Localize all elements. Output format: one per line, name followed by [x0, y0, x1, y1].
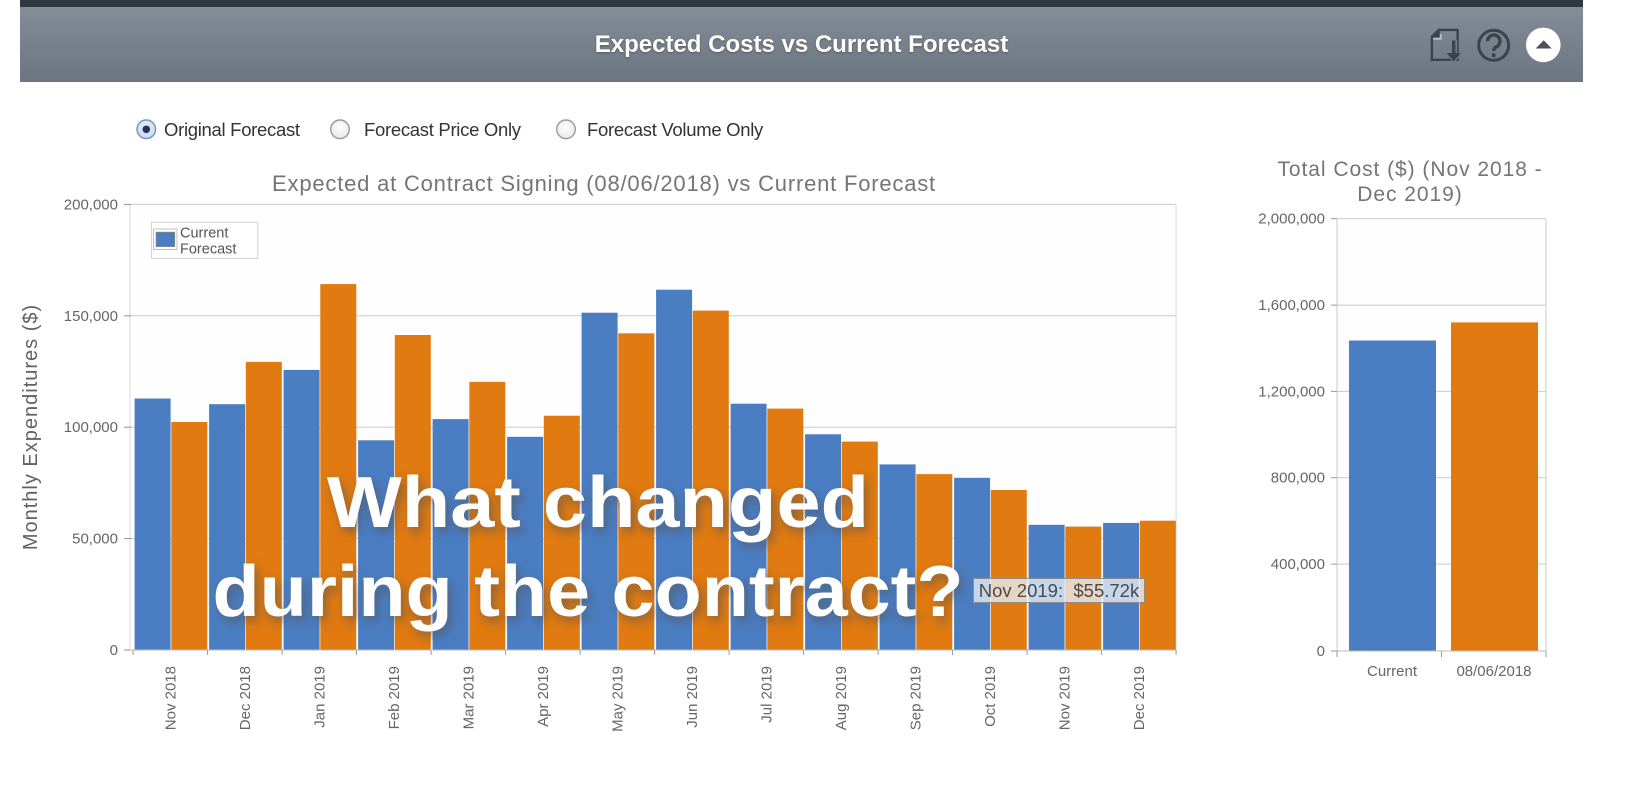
svg-text:Nov 2018: Nov 2018: [162, 666, 179, 730]
svg-text:1,600,000: 1,600,000: [1258, 297, 1325, 314]
svg-text:Oct 2019: Oct 2019: [982, 666, 999, 727]
svg-text:800,000: 800,000: [1271, 470, 1325, 487]
svg-text:100,000: 100,000: [64, 419, 118, 436]
svg-text:200,000: 200,000: [64, 196, 118, 213]
svg-text:Total Cost ($) (Nov 2018 -: Total Cost ($) (Nov 2018 -: [1277, 158, 1542, 181]
svg-text:Sep 2019: Sep 2019: [907, 666, 924, 730]
svg-text:Monthly Expenditures ($): Monthly Expenditures ($): [20, 304, 42, 550]
svg-text:Expected at Contract Signing (: Expected at Contract Signing (08/06/2018…: [272, 171, 936, 196]
svg-text:Jan 2019: Jan 2019: [311, 666, 328, 728]
svg-text:Nov 2019: Nov 2019: [1056, 666, 1073, 730]
svg-text:Mar 2019: Mar 2019: [460, 666, 477, 729]
svg-text:Current: Current: [180, 226, 228, 242]
svg-text:1,200,000: 1,200,000: [1258, 383, 1325, 400]
svg-text:May 2019: May 2019: [609, 666, 626, 732]
svg-text:Apr 2019: Apr 2019: [535, 666, 552, 727]
svg-text:Current: Current: [1367, 663, 1418, 680]
svg-text:2,000,000: 2,000,000: [1258, 211, 1325, 228]
svg-text:0: 0: [110, 642, 118, 659]
svg-text:Forecast: Forecast: [180, 242, 236, 258]
svg-text:08/06/2018: 08/06/2018: [1456, 663, 1531, 680]
svg-text:400,000: 400,000: [1271, 556, 1325, 573]
svg-text:Dec 2019): Dec 2019): [1357, 183, 1462, 206]
svg-text:Dec 2019: Dec 2019: [1131, 666, 1148, 730]
svg-text:150,000: 150,000: [64, 308, 118, 325]
svg-text:Dec 2018: Dec 2018: [237, 666, 254, 730]
svg-text:Feb 2019: Feb 2019: [386, 666, 403, 729]
svg-text:0: 0: [1317, 643, 1325, 660]
svg-text:Jul 2019: Jul 2019: [758, 666, 775, 723]
svg-text:Jun 2019: Jun 2019: [684, 666, 701, 728]
svg-text:50,000: 50,000: [72, 531, 118, 548]
svg-text:Aug 2019: Aug 2019: [833, 666, 850, 730]
